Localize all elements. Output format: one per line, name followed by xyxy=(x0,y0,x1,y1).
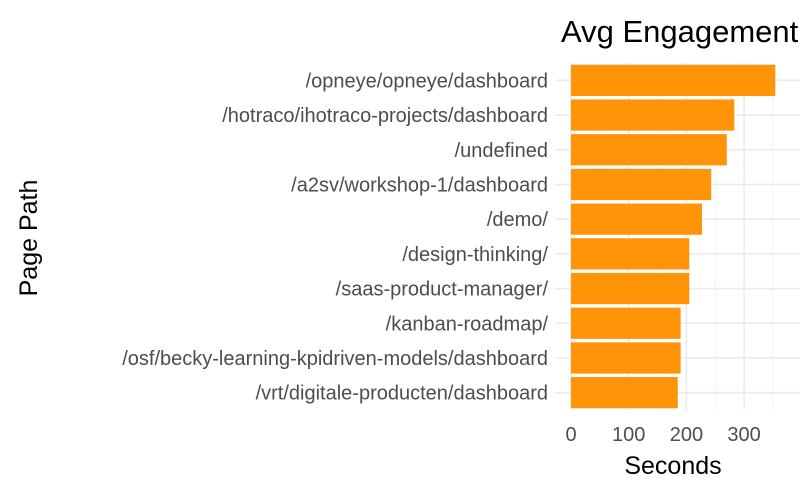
category-label: /kanban-roadmap/ xyxy=(386,313,549,335)
category-label: /demo/ xyxy=(487,209,549,231)
x-tick-label: 300 xyxy=(727,424,760,446)
bar xyxy=(571,134,727,166)
bar xyxy=(571,64,776,96)
bar xyxy=(571,272,690,305)
category-label: /vrt/digitale-producten/dashboard xyxy=(256,383,548,405)
category-label: /undefined xyxy=(455,140,548,162)
y-axis-title: Page Path xyxy=(15,180,43,297)
category-label: /osf/becky-learning-kpidriven-models/das… xyxy=(122,348,548,370)
x-tick-label: 200 xyxy=(670,424,703,446)
bar xyxy=(571,99,735,131)
bar xyxy=(571,203,702,235)
category-label: /a2sv/workshop-1/dashboard xyxy=(291,174,548,196)
x-tick-labels: 0 100 200 300 xyxy=(565,424,760,446)
category-label: /opneye/opneye/dashboard xyxy=(306,70,548,92)
category-label: /design-thinking/ xyxy=(402,244,548,266)
x-tick-label: 0 xyxy=(565,424,576,446)
category-label: /hotraco/ihotraco-projects/dashboard xyxy=(222,105,548,127)
x-tick-label: 100 xyxy=(612,424,645,446)
x-axis-title: Seconds xyxy=(624,452,721,480)
category-label: /saas-product-manager/ xyxy=(336,279,549,301)
bar xyxy=(571,307,681,339)
category-labels: /opneye/opneye/dashboard/hotraco/ihotrac… xyxy=(122,70,548,404)
bar xyxy=(571,377,678,409)
chart-title: Avg Engagement xyxy=(561,14,799,49)
bar xyxy=(571,342,681,374)
bars xyxy=(571,64,776,409)
bar xyxy=(571,168,712,201)
bar xyxy=(571,238,690,270)
